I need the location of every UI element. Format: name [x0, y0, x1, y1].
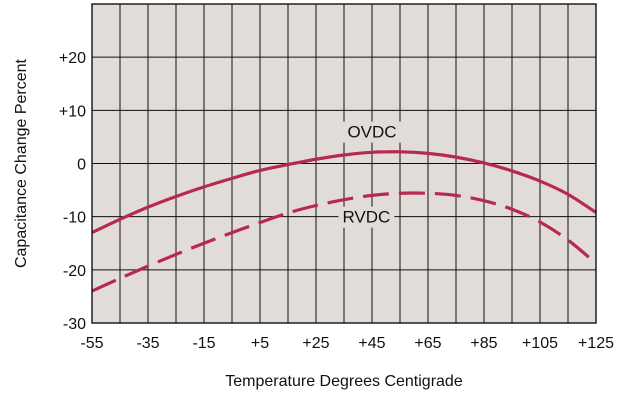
grid-lines — [92, 4, 596, 323]
y-tick-label: -30 — [63, 316, 86, 333]
y-axis-title: Capacitance Change Percent — [13, 58, 30, 268]
y-tick-label: -10 — [63, 210, 86, 227]
x-tick-label: +105 — [522, 335, 558, 352]
x-tick-label: +125 — [578, 335, 614, 352]
x-tick-label: +25 — [302, 335, 329, 352]
x-axis-title: Temperature Degrees Centigrade — [225, 373, 463, 390]
x-tick-label: +45 — [358, 335, 385, 352]
y-tick-label: 0 — [77, 157, 86, 174]
annotation-background — [338, 206, 395, 228]
annotation-ovdc: OVDC — [347, 123, 396, 142]
series-line-rvdc — [91, 191, 598, 293]
x-tick-label: -15 — [192, 335, 215, 352]
y-tick-label: -20 — [63, 263, 86, 280]
y-tick-label: +20 — [59, 50, 86, 67]
x-tick-label: +5 — [251, 335, 269, 352]
series-lines — [91, 150, 598, 293]
y-tick-labels: +20 +10 0 -10 -20 -30 — [59, 50, 86, 333]
x-tick-labels: -55 -35 -15 +5 +25 +45 +65 +85 +105 +125 — [80, 335, 614, 352]
x-tick-label: -55 — [80, 335, 103, 352]
annotation-rvdc: RVDC — [342, 208, 390, 227]
y-tick-label: +10 — [59, 103, 86, 120]
annotation-background — [343, 121, 401, 143]
series-line-ovdc — [91, 150, 597, 235]
x-tick-label: +65 — [414, 335, 441, 352]
x-tick-label: -35 — [136, 335, 159, 352]
x-tick-label: +85 — [470, 335, 497, 352]
series-annotations: OVDC RVDC — [338, 121, 401, 228]
plot-border — [91, 3, 597, 324]
